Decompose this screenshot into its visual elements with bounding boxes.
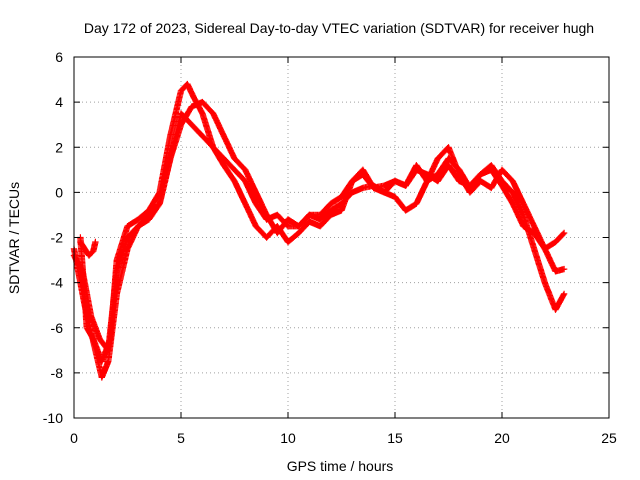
x-tick-label: 10 [280,430,296,446]
y-axis-label: SDTVAR / TECUs [6,182,22,294]
y-tick-label: -10 [43,410,63,426]
series-markers [77,238,99,259]
y-tick-label: 0 [55,184,63,200]
x-axis-label: GPS time / hours [287,458,394,474]
y-tick-label: 4 [55,94,63,110]
grid [74,57,609,418]
x-ticks: 0 5 10 15 20 25 [70,57,617,446]
y-tick-label: 6 [55,49,63,65]
x-tick-label: 15 [387,430,403,446]
series-layer [70,80,568,381]
x-tick-label: 5 [177,430,185,446]
y-tick-label: -2 [51,230,64,246]
x-tick-label: 25 [601,430,617,446]
series-track-a [70,110,568,381]
y-tick-label: 2 [55,139,63,155]
series-early-burst [77,238,99,259]
y-tick-label: -8 [51,365,64,381]
x-tick-label: 0 [70,430,78,446]
x-tick-label: 20 [494,430,510,446]
series-markers [77,80,568,365]
series-markers [70,110,568,381]
y-tick-label: -4 [51,275,64,291]
chart-title: Day 172 of 2023, Sidereal Day-to-day VTE… [84,20,594,36]
y-ticks: -10 -8 -6 -4 -2 0 2 4 6 [43,49,609,426]
series-track-c [77,80,568,365]
y-tick-label: -6 [51,320,64,336]
